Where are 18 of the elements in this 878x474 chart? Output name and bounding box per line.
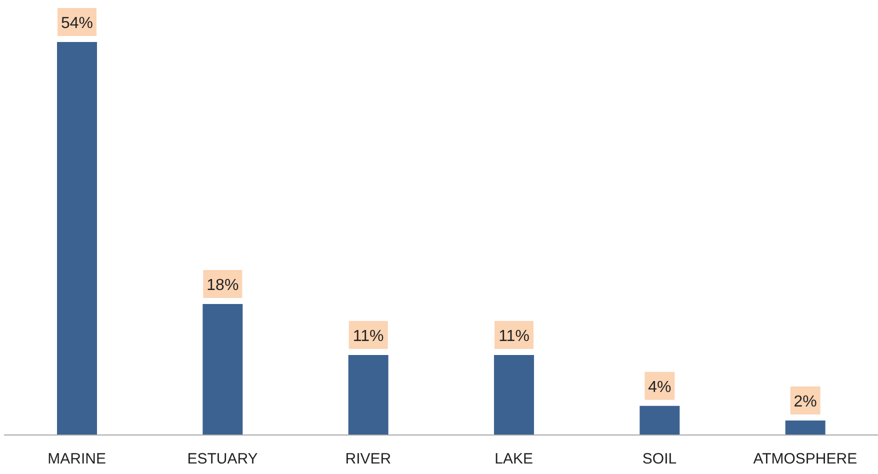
bar	[640, 406, 680, 435]
bar	[494, 354, 534, 435]
data-label: 4%	[648, 378, 672, 396]
bar	[785, 420, 826, 435]
data-label: 54%	[60, 15, 94, 32]
bar	[57, 42, 97, 435]
x-tick-label: ATMOSPHERE	[753, 450, 858, 468]
bar	[348, 354, 388, 435]
x-tick-label: SOIL	[642, 450, 677, 468]
x-tick-label: ESTUARY	[187, 450, 258, 468]
x-tick-label: MARINE	[48, 450, 106, 468]
bar	[202, 304, 243, 435]
data-label: 2%	[794, 393, 817, 410]
x-tick-label: RIVER	[345, 450, 392, 468]
data-label: 18%	[206, 277, 239, 294]
data-label: 11%	[352, 328, 384, 345]
data-label: 11%	[498, 328, 530, 345]
x-tick-label: LAKE	[494, 450, 534, 468]
